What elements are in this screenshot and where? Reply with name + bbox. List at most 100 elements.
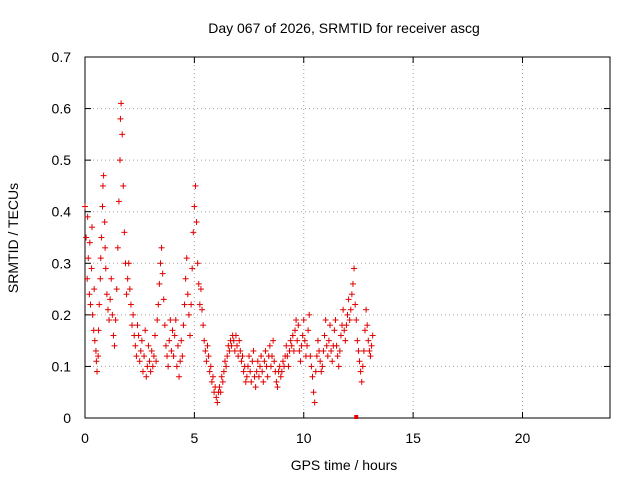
data-point [160,296,167,303]
data-point [114,244,121,251]
grid [85,57,610,418]
data-point [290,347,297,354]
data-point [86,291,93,298]
data-point [218,373,225,380]
data-point [124,275,131,282]
data-point [359,363,366,370]
data-point [85,255,92,262]
data-point [97,255,104,262]
data-point [307,353,314,360]
data-point [298,342,305,349]
data-point [103,291,110,298]
data-point [279,358,286,365]
y-tick-label: 0 [63,410,71,426]
data-point [132,342,139,349]
data-point [288,342,295,349]
data-point [253,368,260,375]
data-point [99,182,106,189]
data-point [320,347,327,354]
data-point [247,368,254,375]
data-point [119,131,126,138]
data-point [153,358,160,365]
data-point [261,358,268,365]
data-point [144,363,151,370]
data-series [82,100,376,419]
data-point [84,275,91,282]
data-point [230,337,237,344]
data-point [86,239,93,246]
data-point [244,363,251,370]
data-point [182,275,189,282]
data-point [197,286,204,293]
data-point [367,353,374,360]
x-axis-label: GPS time / hours [291,457,398,473]
y-tick-label: 0.1 [52,358,72,374]
data-point [145,342,152,349]
data-point [106,317,113,324]
data-point [336,347,343,354]
data-point [213,394,220,401]
x-tick-label: 15 [405,430,421,446]
data-point [161,322,168,329]
data-point [95,327,102,334]
data-point [226,347,233,354]
data-point [155,301,162,308]
data-point [179,353,186,360]
data-point [157,260,164,267]
data-point [357,368,364,375]
data-point [309,373,316,380]
data-point [248,378,255,385]
data-point-marker [354,415,359,419]
data-point [133,353,140,360]
y-tick-label: 0.4 [52,204,72,220]
data-point [249,358,256,365]
data-point [301,337,308,344]
y-tick-label: 0.5 [52,152,72,168]
data-point [110,332,117,339]
data-point [141,353,148,360]
data-point [136,358,143,365]
data-point [158,244,165,251]
data-point [236,337,243,344]
data-point [349,280,356,287]
data-point [239,353,246,360]
data-point [234,342,241,349]
data-point [150,353,157,360]
data-point [258,353,265,360]
data-point [292,327,298,334]
data-point [83,234,90,241]
data-point [295,322,302,329]
data-point [82,203,88,210]
data-point [294,337,301,344]
data-point [185,311,192,318]
data-point [254,358,261,365]
data-point [171,332,178,339]
y-tick-label: 0.2 [52,307,72,323]
data-point [318,368,325,375]
data-point [217,389,224,396]
data-point [111,342,118,349]
data-point [337,332,344,339]
data-point [327,322,333,329]
data-point [260,378,267,385]
data-point [314,337,321,344]
data-point [264,373,271,380]
data-point [159,270,166,277]
data-point [323,342,330,349]
data-point [259,368,266,375]
data-point [369,332,376,339]
data-point [126,286,133,293]
data-point [328,347,335,354]
data-point [176,373,183,380]
data-point [246,353,253,360]
data-point [149,363,156,370]
data-point [134,322,141,329]
data-point [138,337,145,344]
data-point [277,373,284,380]
data-point [102,244,109,251]
data-point [228,342,235,349]
data-point [118,100,125,107]
data-point [172,317,179,324]
data-point [313,353,320,360]
data-point [216,384,223,391]
